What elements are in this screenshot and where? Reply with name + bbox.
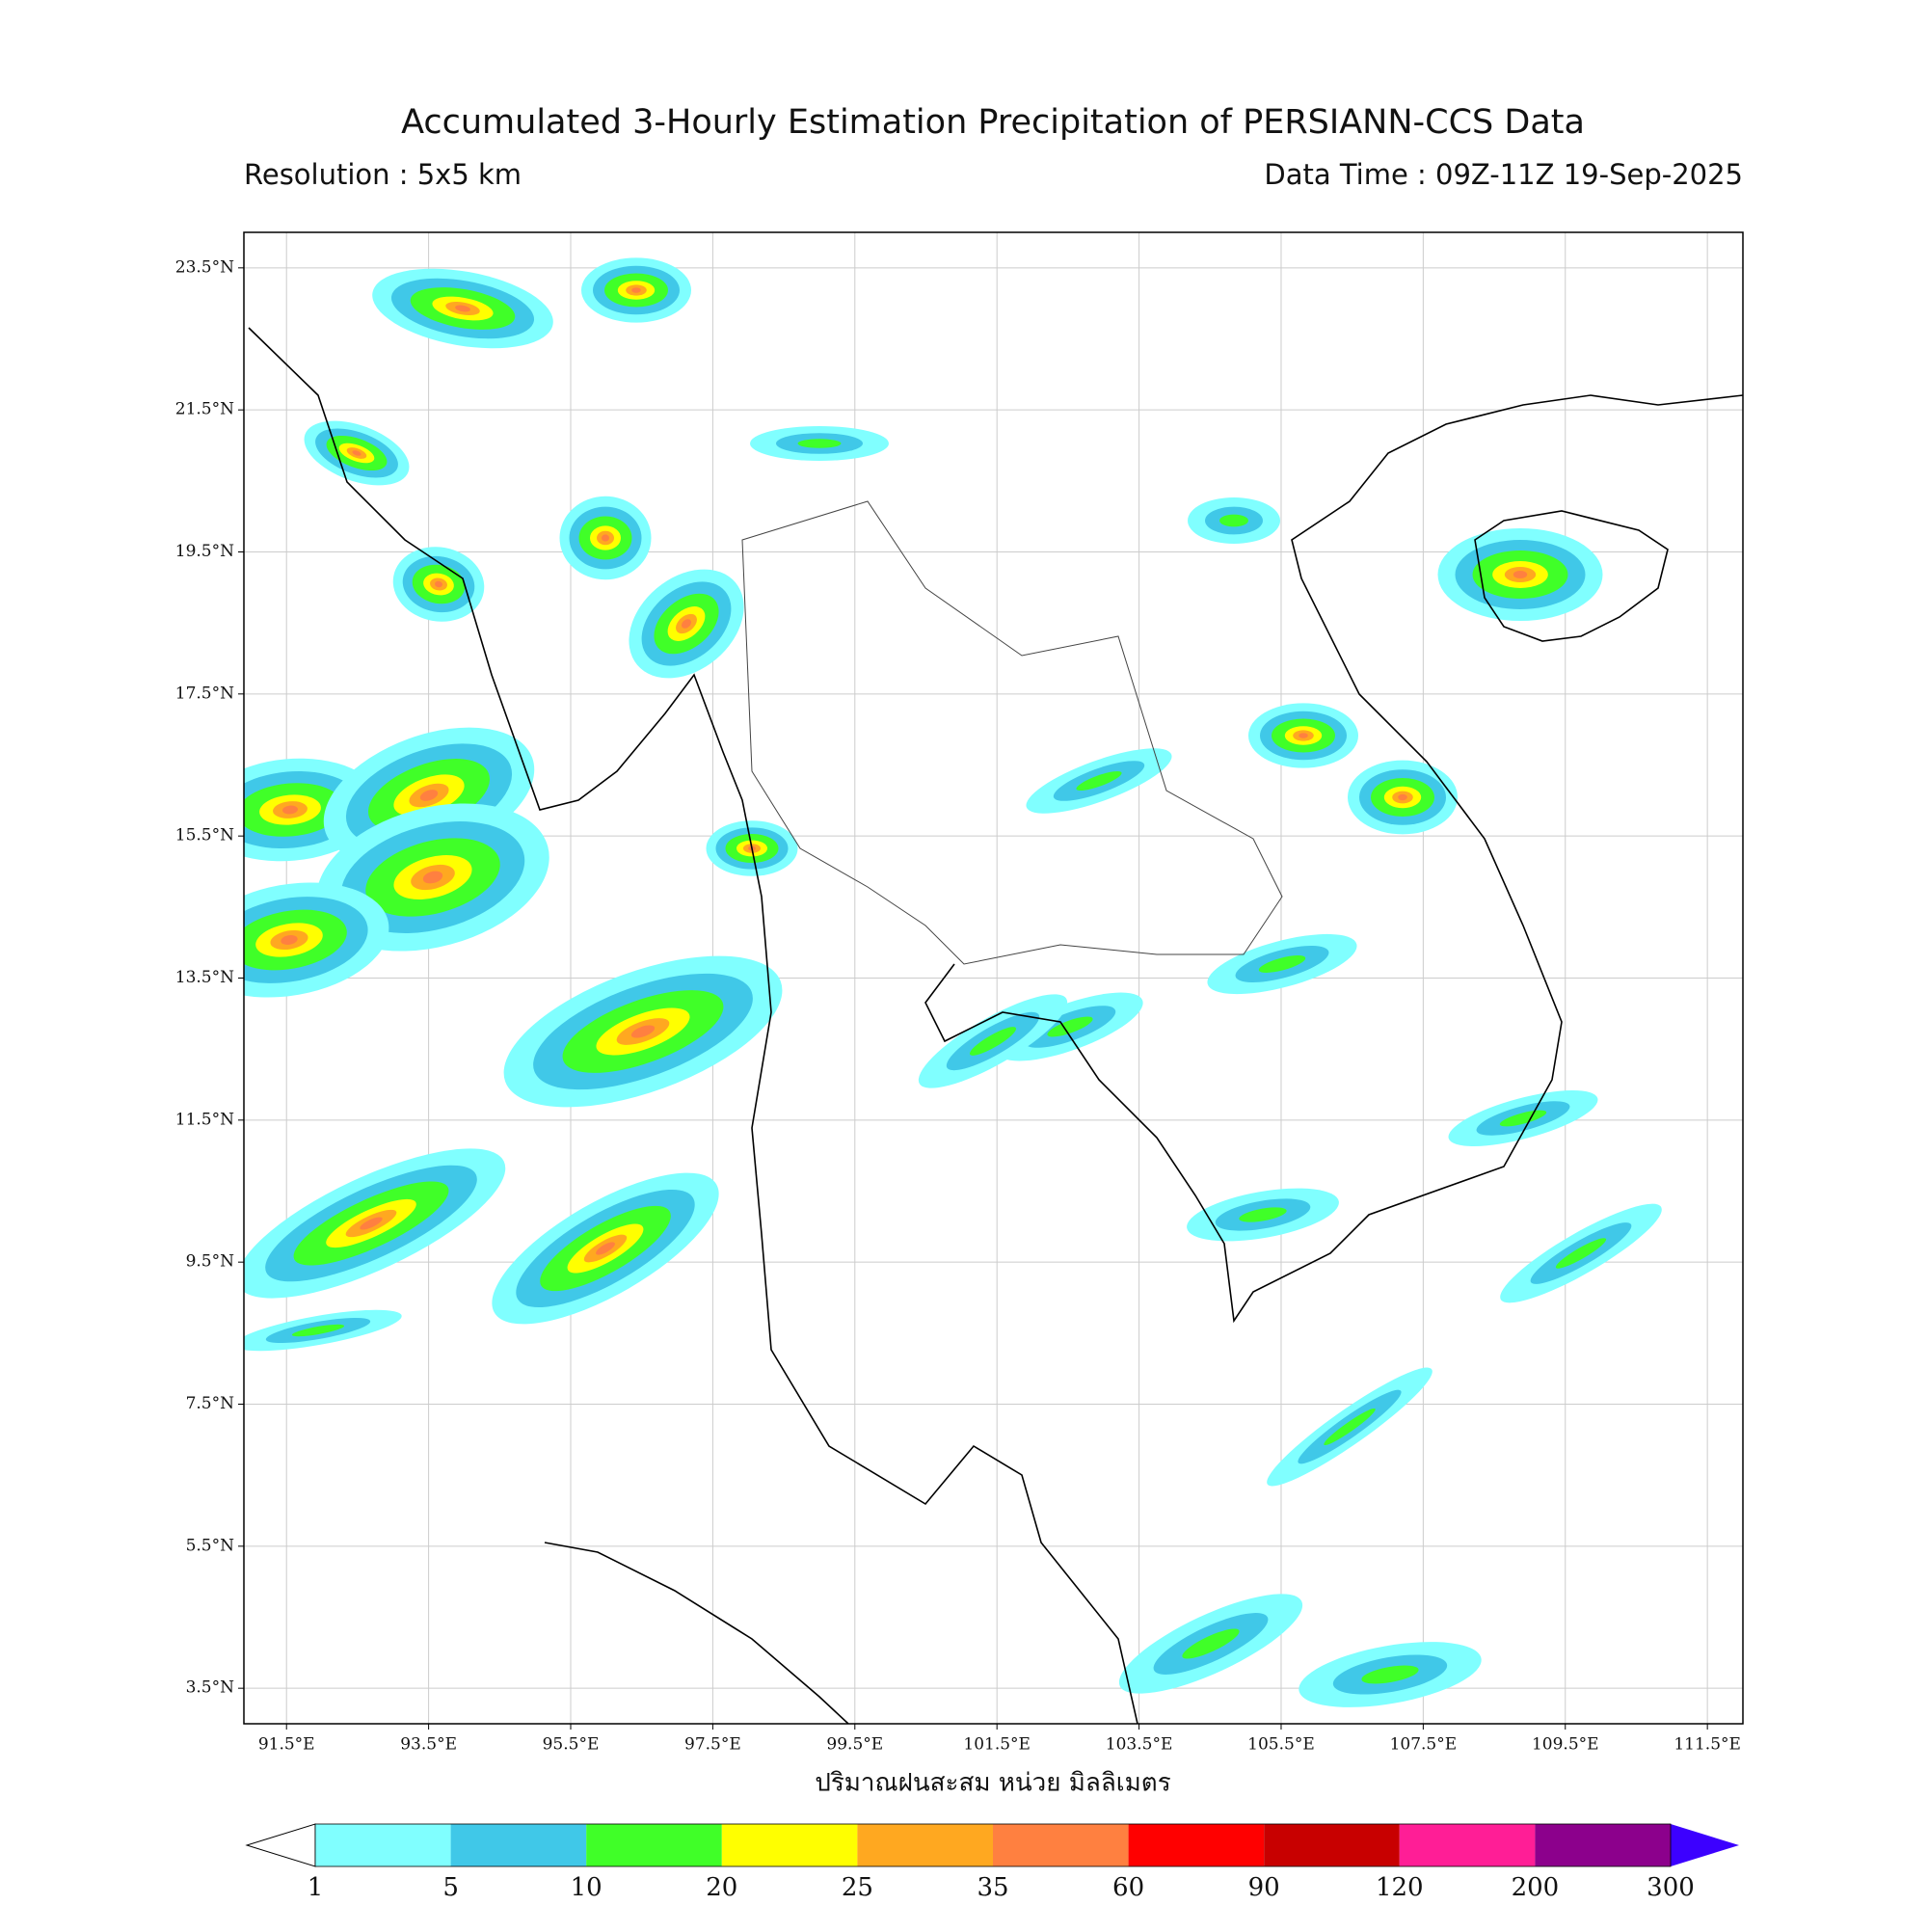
colorbar-tick-label: 90 [1248, 1873, 1280, 1902]
lon-tick-label: 105.5°E [1247, 1735, 1315, 1755]
lon-tick-label: 111.5°E [1674, 1735, 1741, 1755]
rain-cell [559, 496, 652, 580]
colorbar-box [1399, 1824, 1536, 1866]
rain-cell [1348, 760, 1458, 835]
lat-tick-label: 3.5°N [186, 1678, 235, 1698]
colorbar-tick-label: 20 [706, 1873, 737, 1902]
lat-tick-label: 17.5°N [175, 684, 234, 703]
lat-tick-label: 15.5°N [175, 826, 234, 845]
rain-cell [581, 257, 691, 323]
colorbar-box [450, 1824, 587, 1866]
lat-tick-label: 13.5°N [175, 968, 234, 987]
rain-cell [365, 255, 560, 362]
coastline [544, 1542, 849, 1724]
colorbar-tick-label: 120 [1376, 1873, 1424, 1902]
lon-tick-label: 99.5°E [826, 1735, 883, 1755]
rain-band [750, 426, 889, 461]
colorbar-label: ปริมาณฝนสะสม หน่วย มิลลิเมตร [815, 1769, 1170, 1798]
rain-band [244, 1301, 405, 1360]
thailand-boundary [741, 500, 1283, 965]
colorbar-over-arrow [1671, 1824, 1739, 1866]
colorbar-box [993, 1824, 1129, 1866]
colorbar-outline [314, 1823, 1672, 1867]
title: Accumulated 3-Hourly Estimation Precipit… [401, 103, 1585, 142]
resolution: Resolution : 5x5 km [244, 158, 522, 191]
rain-cell [484, 925, 802, 1139]
lat-tick-label: 21.5°N [175, 400, 234, 419]
rain-cell [1248, 703, 1358, 768]
lon-tick-label: 97.5°E [684, 1735, 741, 1755]
precipitation-field [244, 255, 1743, 1724]
lon-tick-label: 93.5°E [400, 1735, 457, 1755]
axis-ticks: 91.5°E 93.5°E 95.5°E 97.5°E 99.5°E 101.5°E 103… [175, 257, 1741, 1754]
rain-band [1294, 1629, 1486, 1720]
lat-tick-label: 7.5°N [186, 1394, 235, 1413]
colorbar-tick-label: 25 [842, 1873, 873, 1902]
lon-tick-label: 103.5°E [1106, 1735, 1173, 1755]
lat-tick-label: 23.5°N [175, 257, 234, 277]
rain-band [1188, 497, 1280, 544]
lon-tick-label: 101.5°E [963, 1735, 1031, 1755]
data-time: Data Time : 09Z-11Z 19-Sep-2025 [1264, 158, 1743, 191]
lon-tick-label: 109.5°E [1532, 1735, 1599, 1755]
rain-band [1201, 922, 1363, 1006]
colorbar-tick-label: 5 [442, 1873, 459, 1902]
colorbar-box [721, 1824, 858, 1866]
colorbar-box [586, 1824, 722, 1866]
rain-band [1257, 1355, 1442, 1499]
rain-band [1443, 1079, 1603, 1158]
rain-cell [244, 1119, 524, 1328]
lon-tick-label: 107.5°E [1390, 1735, 1458, 1755]
colorbar-tick-label: 60 [1112, 1873, 1144, 1902]
colorbar-box [857, 1824, 993, 1866]
lat-tick-label: 9.5°N [186, 1252, 235, 1272]
rain-band [1490, 1189, 1672, 1318]
colorbar-tick-label: 200 [1512, 1873, 1560, 1902]
lat-tick-label: 5.5°N [186, 1536, 235, 1555]
island [1474, 510, 1669, 642]
rain-cell [1437, 528, 1603, 621]
colorbar-tick-label: 1 [308, 1873, 324, 1902]
graticule [244, 232, 1743, 1724]
colorbar-tick-label: 300 [1647, 1873, 1695, 1902]
rain-cell [295, 408, 418, 498]
lon-tick-label: 95.5°E [543, 1735, 600, 1755]
colorbar: 1 5 10 20 25 35 60 90 120 200 300 [245, 1823, 1739, 1902]
colorbar-box [315, 1824, 451, 1866]
coastline [248, 327, 1138, 1724]
rain-cell [470, 1143, 740, 1354]
colorbar-tick-label: 35 [977, 1873, 1008, 1902]
lat-tick-label: 19.5°N [175, 542, 234, 561]
colorbar-box [1535, 1824, 1671, 1866]
lon-tick-label: 91.5°E [258, 1735, 315, 1755]
colorbar-tick-label: 10 [571, 1873, 602, 1902]
rain-band [1019, 735, 1179, 827]
colorbar-under-arrow [245, 1823, 316, 1867]
rain-cell [387, 539, 491, 630]
colorbar-box [1128, 1824, 1265, 1866]
coastline [924, 394, 1743, 1324]
colorbar-box [1264, 1824, 1400, 1866]
lat-tick-label: 11.5°N [175, 1110, 234, 1129]
